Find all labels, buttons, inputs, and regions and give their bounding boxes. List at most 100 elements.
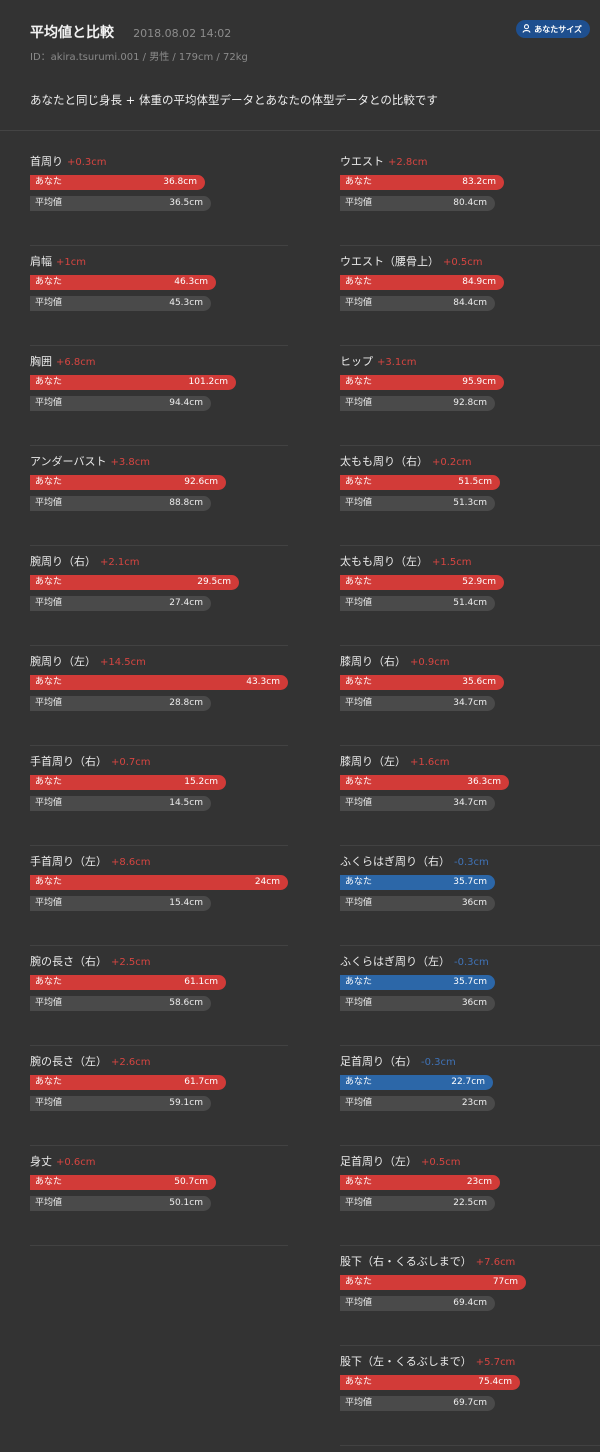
your-label: あなた [35, 377, 63, 387]
your-value: 51.5cm [458, 477, 492, 487]
average-value-bar: 平均値 36.5cm [30, 196, 211, 211]
difference-value: +1cm [56, 257, 86, 268]
difference-value: +8.6cm [111, 857, 151, 868]
average-label: 平均値 [35, 898, 63, 908]
measurement-title: 腕周り（左） +14.5cm [30, 652, 288, 672]
your-label: あなた [35, 277, 63, 287]
average-value: 27.4cm [169, 598, 203, 608]
average-label: 平均値 [345, 598, 373, 608]
difference-value: +14.5cm [100, 657, 146, 668]
comparison-item: 首周り +0.3cm あなた 36.8cm 平均値 36.5cm [30, 152, 288, 252]
your-value: 35.7cm [453, 877, 487, 887]
average-value: 45.3cm [169, 298, 203, 308]
average-label: 平均値 [35, 198, 63, 208]
your-value-bar: あなた 50.7cm [30, 1175, 216, 1190]
your-value: 23cm [466, 1177, 492, 1187]
measurement-name: 膝周り（左） [340, 755, 406, 768]
comparison-item: 腕周り（左） +14.5cm あなた 43.3cm 平均値 28.8cm [30, 652, 288, 752]
measurement-title: 太もも周り（左） +1.5cm [340, 552, 598, 572]
average-value-bar: 平均値 34.7cm [340, 696, 495, 711]
your-size-button[interactable]: あなたサイズ [516, 20, 590, 38]
average-label: 平均値 [35, 1198, 63, 1208]
your-value-bar: あなた 77cm [340, 1275, 526, 1290]
difference-value: +1.5cm [432, 557, 472, 568]
your-value-bar: あなた 15.2cm [30, 775, 226, 790]
average-label: 平均値 [345, 898, 373, 908]
measurement-title: 腕周り（右） +2.1cm [30, 552, 288, 572]
average-value-bar: 平均値 58.6cm [30, 996, 211, 1011]
average-value: 22.5cm [453, 1198, 487, 1208]
measurement-title: 股下（右・くるぶしまで） +7.6cm [340, 1252, 598, 1272]
measurement-name: ウエスト（腰骨上） [340, 255, 439, 268]
measurement-name: 腕の長さ（右） [30, 955, 107, 968]
measurement-title: 手首周り（右） +0.7cm [30, 752, 288, 772]
your-value: 95.9cm [462, 377, 496, 387]
your-label: あなた [35, 677, 63, 687]
your-label: あなた [35, 877, 63, 887]
average-label: 平均値 [345, 798, 373, 808]
average-value: 92.8cm [453, 398, 487, 408]
your-label: あなた [35, 977, 63, 987]
divider [0, 130, 600, 131]
measurement-name: 手首周り（右） [30, 755, 107, 768]
your-value-bar: あなた 51.5cm [340, 475, 500, 490]
comparison-item: 股下（右・くるぶしまで） +7.6cm あなた 77cm 平均値 69.4cm [340, 1252, 600, 1352]
average-label: 平均値 [345, 498, 373, 508]
your-value: 24cm [254, 877, 280, 887]
average-value: 34.7cm [453, 798, 487, 808]
your-value-bar: あなた 43.3cm [30, 675, 288, 690]
comparison-item: 胸囲 +6.8cm あなた 101.2cm 平均値 94.4cm [30, 352, 288, 452]
your-value: 36.3cm [467, 777, 501, 787]
measurement-name: 股下（左・くるぶしまで） [340, 1355, 472, 1368]
your-value-bar: あなた 22.7cm [340, 1075, 493, 1090]
average-value-bar: 平均値 69.7cm [340, 1396, 495, 1411]
difference-value: +3.8cm [110, 457, 150, 468]
average-value: 23cm [461, 1098, 487, 1108]
comparison-item: 腕の長さ（右） +2.5cm あなた 61.1cm 平均値 58.6cm [30, 952, 288, 1052]
your-value-bar: あなた 75.4cm [340, 1375, 520, 1390]
your-value: 61.1cm [184, 977, 218, 987]
average-label: 平均値 [345, 1398, 373, 1408]
your-value: 101.2cm [188, 377, 228, 387]
your-value: 35.7cm [453, 977, 487, 987]
measurement-title: 太もも周り（右） +0.2cm [340, 452, 598, 472]
average-label: 平均値 [345, 1098, 373, 1108]
your-value: 75.4cm [478, 1377, 512, 1387]
your-label: あなた [35, 777, 63, 787]
measurement-name: 膝周り（右） [340, 655, 406, 668]
comparison-item: 膝周り（右） +0.9cm あなた 35.6cm 平均値 34.7cm [340, 652, 600, 752]
average-value-bar: 平均値 45.3cm [30, 296, 211, 311]
your-value: 35.6cm [462, 677, 496, 687]
average-value-bar: 平均値 34.7cm [340, 796, 495, 811]
comparison-item: 手首周り（右） +0.7cm あなた 15.2cm 平均値 14.5cm [30, 752, 288, 852]
average-label: 平均値 [35, 298, 63, 308]
your-label: あなた [345, 277, 373, 287]
difference-value: -0.3cm [454, 857, 489, 868]
average-value-bar: 平均値 15.4cm [30, 896, 211, 911]
average-value-bar: 平均値 88.8cm [30, 496, 211, 511]
your-value: 43.3cm [246, 677, 280, 687]
your-value: 22.7cm [451, 1077, 485, 1087]
average-label: 平均値 [345, 198, 373, 208]
measurement-name: ふくらはぎ周り（右） [340, 855, 450, 868]
left-column: 首周り +0.3cm あなた 36.8cm 平均値 36.5cm 肩幅 +1cm あ… [30, 152, 288, 1252]
measurement-name: ヒップ [340, 355, 373, 368]
difference-value: -0.3cm [454, 957, 489, 968]
comparison-item: 身丈 +0.6cm あなた 50.7cm 平均値 50.1cm [30, 1152, 288, 1252]
measurement-name: ウエスト [340, 155, 384, 168]
measurement-title: 足首周り（右） -0.3cm [340, 1052, 598, 1072]
your-value-bar: あなた 84.9cm [340, 275, 504, 290]
average-value-bar: 平均値 80.4cm [340, 196, 495, 211]
comparison-item: ウエスト（腰骨上） +0.5cm あなた 84.9cm 平均値 84.4cm [340, 252, 600, 352]
your-label: あなた [345, 1377, 373, 1387]
your-label: あなた [345, 777, 373, 787]
difference-value: +0.7cm [111, 757, 151, 768]
your-value: 36.8cm [163, 177, 197, 187]
measurement-title: 肩幅 +1cm [30, 252, 288, 272]
average-value: 50.1cm [169, 1198, 203, 1208]
your-value-bar: あなた 24cm [30, 875, 288, 890]
your-label: あなた [345, 177, 373, 187]
your-label: あなた [35, 177, 63, 187]
average-value-bar: 平均値 51.4cm [340, 596, 495, 611]
measurement-title: 胸囲 +6.8cm [30, 352, 288, 372]
